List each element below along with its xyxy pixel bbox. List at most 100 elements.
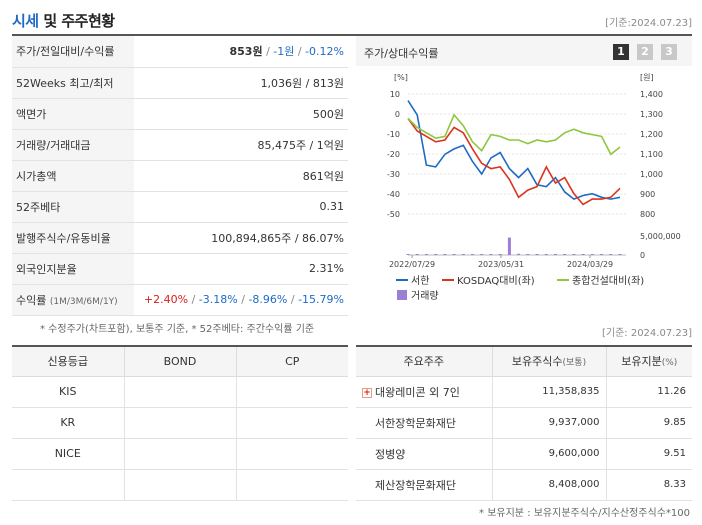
- volume-tick-label: 0: [640, 251, 645, 260]
- expand-plus-icon[interactable]: +: [362, 387, 372, 398]
- holder-name: 서한장학문화재단: [356, 407, 492, 439]
- right-tick-label: 1,400: [640, 90, 663, 99]
- volume-bar: [600, 254, 604, 255]
- right-tick-label: 800: [640, 210, 655, 219]
- row-label: 주가/전일대비/수익률: [12, 36, 134, 68]
- holder-name: 대왕레미콘 외 7인: [375, 385, 460, 399]
- agency: KIS: [12, 376, 124, 408]
- volume-bar: [471, 254, 475, 255]
- volume-bar: [406, 254, 410, 255]
- column-header: 주요주주: [356, 346, 492, 377]
- holders-footnote: * 보유지분 : 보유지분주식수/지수산정주식수*100: [479, 508, 690, 519]
- holder-shares: 11,358,835: [491, 376, 606, 408]
- volume-bar: [609, 254, 613, 255]
- holders-reference-date: [기준: 2024.07.23]: [601, 328, 692, 339]
- table-row: 제산장학문화재단 8,408,000 8.33: [356, 469, 692, 501]
- column-header: BOND: [123, 346, 236, 377]
- table-row: 정병양 9,600,000 9.51: [356, 438, 692, 470]
- chart-tab-1[interactable]: 1: [613, 44, 629, 60]
- left-tick-label: -50: [387, 210, 400, 219]
- table-row: 주가/전일대비/수익률 853원 / -1원 / -0.12%: [12, 36, 348, 68]
- table-row: + 대왕레미콘 외 7인 11,358,835 11.26: [356, 376, 692, 408]
- return-6m: -8.96%: [248, 293, 288, 306]
- table-row: 액면가 500원: [12, 98, 348, 130]
- agency: NICE: [12, 438, 124, 470]
- holder-shares: 8,408,000: [491, 469, 606, 501]
- legend-label: KOSDAQ대비(좌): [457, 275, 535, 287]
- volume-bar: [590, 254, 594, 255]
- table-row: 시가총액 861억원: [12, 160, 348, 192]
- row-value: 100,894,865주 / 86.07%: [134, 222, 348, 254]
- row-label: 52Weeks 최고/최저: [12, 67, 134, 99]
- shareholders-table: 주요주주 보유주식수(보통) 보유지분(%) + 대왕레미콘 외 7인 11,35…: [356, 345, 692, 501]
- holder-ratio: 8.33: [605, 469, 692, 501]
- row-value: 2.31%: [134, 253, 348, 285]
- row-label: 수익률 (1M/3M/6M/1Y): [12, 284, 134, 316]
- x-tick-label: 2023/05/31: [478, 260, 524, 269]
- left-axis-unit: [%]: [394, 73, 408, 82]
- volume-bar: [581, 254, 585, 255]
- cp-rating: [235, 438, 348, 470]
- table-row: 외국인지분율 2.31%: [12, 253, 348, 285]
- table-row: KR: [12, 407, 348, 439]
- right-tick-label: 900: [640, 190, 655, 199]
- credit-rating-table: 신용등급 BOND CP KIS KR NICE: [12, 345, 348, 501]
- table-row: 52Weeks 최고/최저 1,036원 / 813원: [12, 67, 348, 99]
- row-label: 발행주식수/유동비율: [12, 222, 134, 254]
- cp-rating: [235, 407, 348, 439]
- legend-label: 거래량: [411, 290, 439, 302]
- table-row: [12, 469, 348, 501]
- bond-rating: [123, 407, 236, 439]
- price-change-pct: -0.12%: [305, 45, 344, 59]
- table-row: 52주베타 0.31: [12, 191, 348, 223]
- left-tick-label: 0: [395, 110, 400, 119]
- holder-ratio: 9.51: [605, 438, 692, 470]
- left-tick-label: 10: [390, 90, 400, 99]
- x-tick-label: 2022/07/29: [389, 260, 435, 269]
- volume-bar: [517, 253, 521, 255]
- volume-bar: [544, 254, 548, 255]
- column-header: 보유주식수(보통): [491, 346, 606, 377]
- volume-bar: [415, 254, 419, 255]
- legend-label: 종합건설대비(좌): [572, 275, 644, 287]
- cp-rating: [235, 469, 348, 501]
- chart-labels: 10 1,400 0 1,300 -10 1,200 -20 1,100 -30 1,000 -40…: [387, 73, 681, 269]
- left-tick-label: -10: [387, 130, 400, 139]
- table-row: KIS: [12, 376, 348, 408]
- header-divider: [12, 34, 692, 36]
- left-tick-label: -30: [387, 170, 400, 179]
- volume-bar: [443, 254, 447, 255]
- market-footnote: * 수정주가(차트포함), 보통주 기준, * 52주베타: 주간수익률 기준: [40, 324, 315, 335]
- chart-tab-3[interactable]: 3: [661, 44, 677, 60]
- volume-bar: [572, 254, 576, 255]
- page-title: 시세 및 주주현황: [12, 12, 115, 30]
- chart-title: 주가/상대수익률: [364, 47, 439, 60]
- market-summary-table: 주가/전일대비/수익률 853원 / -1원 / -0.12% 52Weeks …: [12, 36, 348, 316]
- bond-rating: [123, 469, 236, 501]
- volume-bar: [461, 254, 465, 255]
- price-change-cell: 853원 / -1원 / -0.12%: [134, 36, 348, 68]
- holder-name: 제산장학문화재단: [356, 469, 492, 501]
- series-line: [407, 113, 621, 156]
- current-price: 853원: [229, 45, 263, 59]
- right-tick-label: 1,200: [640, 130, 663, 139]
- holder-ratio: 9.85: [605, 407, 692, 439]
- row-label: 액면가: [12, 98, 134, 130]
- table-header-row: 신용등급 BOND CP: [12, 346, 348, 377]
- table-row: 발행주식수/유동비율 100,894,865주 / 86.07%: [12, 222, 348, 254]
- volume-bar: [618, 254, 622, 255]
- volume-bar: [553, 254, 557, 255]
- holder-shares: 9,937,000: [491, 407, 606, 439]
- return-3m: -3.18%: [198, 293, 238, 306]
- row-label: 시가총액: [12, 160, 134, 192]
- reference-date: [기준:2024.07.23]: [605, 18, 692, 29]
- stock-chart: 10 1,400 0 1,300 -10 1,200 -20 1,100 -30 1,000 -40…: [387, 73, 681, 302]
- row-value: 85,475주 / 1억원: [134, 129, 348, 161]
- agency: [12, 469, 124, 501]
- volume-bar: [434, 254, 438, 255]
- table-row: NICE: [12, 438, 348, 470]
- chart-tab-2[interactable]: 2: [637, 44, 653, 60]
- volume-bar: [507, 237, 511, 255]
- left-tick-label: -20: [387, 150, 400, 159]
- series-line: [407, 118, 621, 206]
